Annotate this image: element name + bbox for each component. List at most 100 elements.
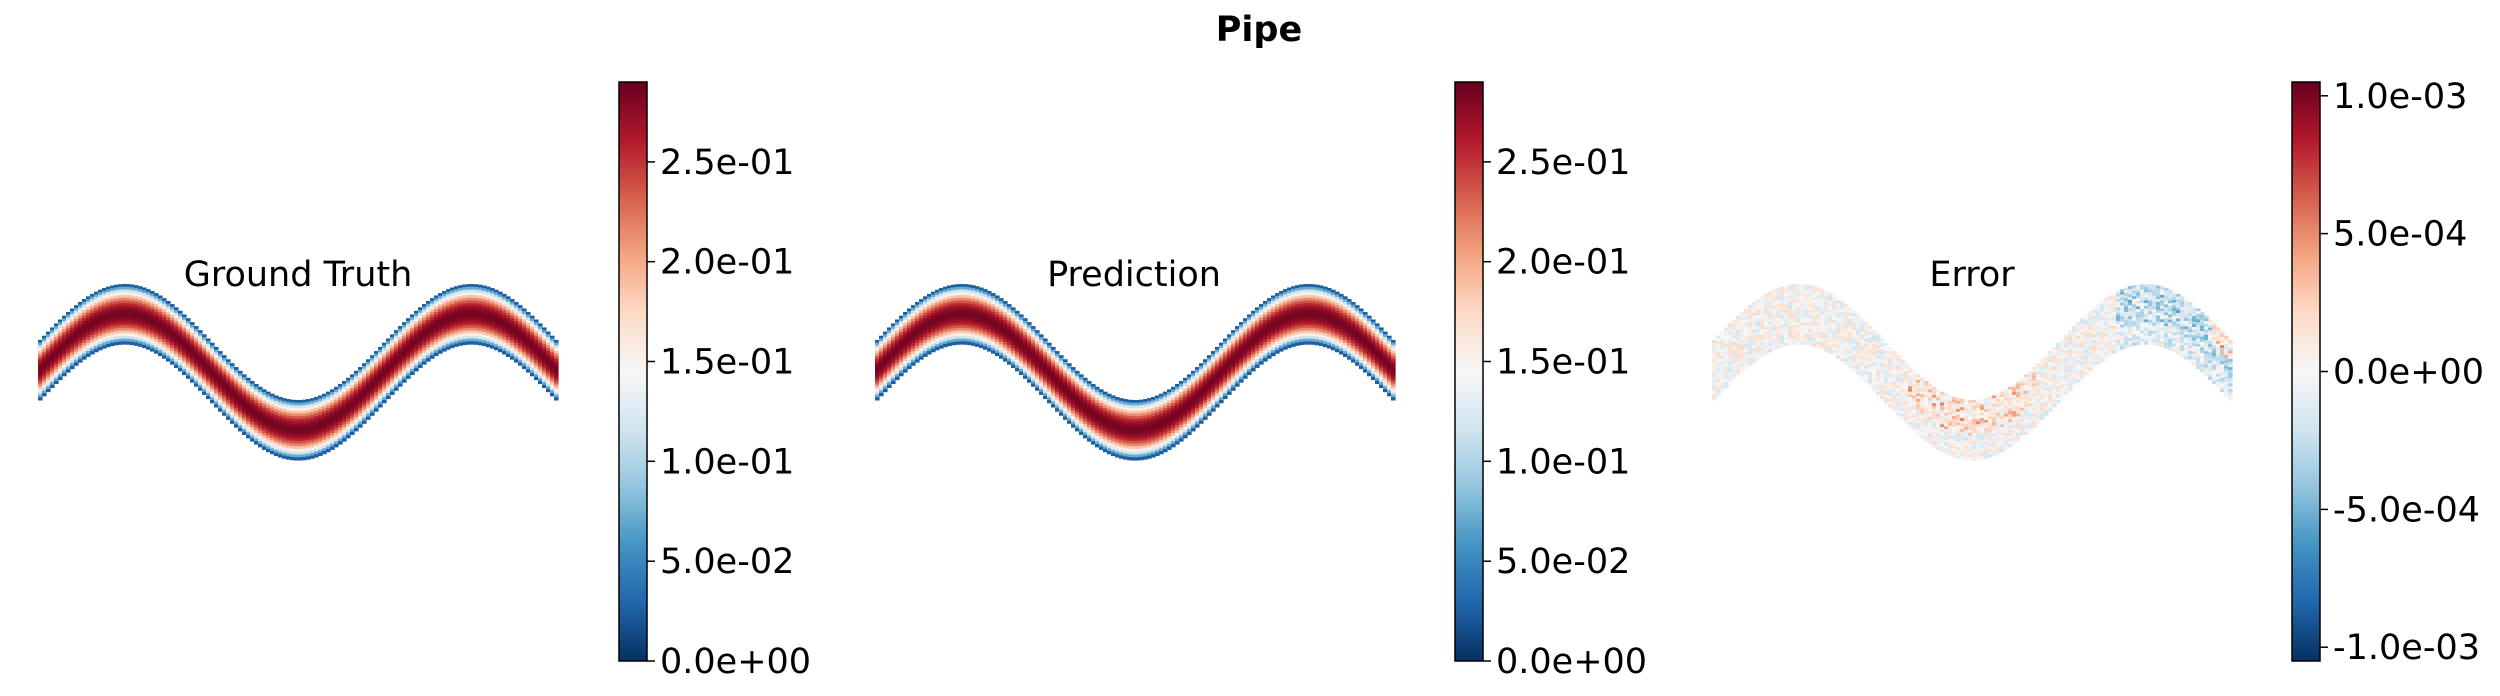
heatmap-cell (518, 318, 523, 323)
heatmap-cell (418, 315, 423, 319)
heatmap-cell (210, 386, 215, 390)
heatmap-cell (94, 321, 99, 325)
heatmap-cell (178, 332, 183, 336)
heatmap-cell (474, 333, 479, 337)
heatmap-cell (150, 323, 155, 328)
heatmap-cell (1251, 335, 1256, 339)
heatmap-cell (1231, 357, 1236, 361)
heatmap-cell (971, 293, 976, 297)
heatmap-cell (38, 345, 43, 349)
heatmap-cell (210, 342, 215, 347)
heatmap-cell (326, 399, 331, 404)
heatmap-cell (246, 435, 251, 439)
heatmap-cell (70, 365, 75, 370)
heatmap-cell (78, 315, 83, 319)
heatmap-cell (1039, 391, 1044, 395)
heatmap-cell (887, 373, 892, 378)
heatmap-cell (222, 404, 227, 408)
heatmap-cell (182, 371, 187, 376)
heatmap-cell (542, 351, 547, 356)
heatmap-cell (390, 380, 395, 385)
heatmap-cell (502, 332, 507, 336)
heatmap-cell (1151, 407, 1156, 412)
heatmap-cell (82, 323, 87, 327)
heatmap-cell (1135, 399, 1140, 404)
heatmap-cell (54, 380, 59, 385)
heatmap-cell (414, 354, 419, 358)
heatmap-cell (1171, 416, 1176, 421)
heatmap-cell (987, 342, 992, 347)
heatmap-cell (1079, 431, 1084, 435)
heatmap-cell (78, 307, 83, 311)
heatmap-cell (202, 383, 207, 387)
heatmap-cell (979, 342, 984, 346)
heatmap-cell (1179, 391, 1184, 396)
heatmap-cell (1243, 375, 1248, 379)
heatmap-cell (1115, 451, 1120, 455)
heatmap-cell (494, 333, 499, 337)
heatmap-cell (46, 342, 51, 346)
heatmap-cell (162, 347, 167, 351)
heatmap-cell (254, 411, 259, 415)
heatmap-cell (150, 307, 155, 311)
heatmap-cell (1167, 435, 1172, 440)
heatmap-cell (899, 337, 904, 341)
heatmap-cell (274, 420, 279, 424)
heatmap-cell (110, 296, 115, 300)
heatmap-cell (1051, 360, 1056, 364)
heatmap-cell (522, 349, 527, 353)
heatmap-cell (1119, 414, 1124, 418)
heatmap-cell (474, 322, 479, 326)
heatmap-cell (554, 345, 559, 349)
heatmap-cell (366, 391, 371, 396)
heatmap-cell (294, 432, 299, 437)
heatmap-cell (1123, 445, 1128, 449)
heatmap-cell (546, 369, 551, 374)
heatmap-cell (462, 292, 467, 297)
heatmap-cell (550, 360, 555, 364)
heatmap-cell (1143, 401, 1148, 406)
heatmap-cell (386, 357, 391, 361)
heatmap-cell (947, 299, 952, 303)
heatmap-cell (54, 347, 59, 352)
heatmap-cell (426, 347, 431, 351)
panel-prediction: Prediction 0.0e+005.0e-021.0e-011.5e-012… (875, 81, 1647, 682)
heatmap-cell (434, 317, 439, 321)
heatmap-cell (242, 377, 247, 381)
heatmap-cell (118, 333, 123, 337)
heatmap-cell (74, 335, 79, 339)
heatmap-cell (931, 310, 936, 315)
heatmap-cell (959, 330, 964, 334)
heatmap-cell (430, 325, 435, 329)
heatmap-cell (554, 348, 559, 352)
heatmap-cell (94, 327, 99, 331)
heatmap-cell (174, 307, 179, 311)
heatmap-cell (242, 407, 247, 411)
heatmap-cell (234, 421, 239, 425)
heatmap-cell (330, 432, 335, 437)
heatmap-cell (242, 374, 247, 378)
heatmap-cell (1111, 433, 1116, 437)
heatmap-cell (875, 380, 880, 385)
heatmap-cell (186, 326, 191, 330)
heatmap-cell (442, 342, 447, 347)
heatmap-cell (526, 361, 531, 365)
heatmap-cell (114, 325, 119, 329)
heatmap-cell (538, 367, 543, 371)
heatmap-cell (1135, 438, 1140, 442)
heatmap-cell (1147, 398, 1152, 402)
heatmap-cell (911, 316, 916, 320)
heatmap-cell (58, 330, 63, 334)
heatmap-cell (1079, 420, 1084, 425)
heatmap-cell (154, 347, 159, 351)
heatmap-cell (178, 324, 183, 328)
heatmap-cell (911, 356, 916, 361)
heatmap-cell (314, 405, 319, 409)
heatmap-cell (154, 323, 159, 327)
heatmap-cell (963, 316, 968, 321)
heatmap-cell (923, 337, 928, 341)
heatmap-cell (310, 430, 315, 435)
heatmap-cell (526, 366, 531, 370)
heatmap-cell (1211, 353, 1216, 358)
heatmap-cell (402, 322, 407, 326)
